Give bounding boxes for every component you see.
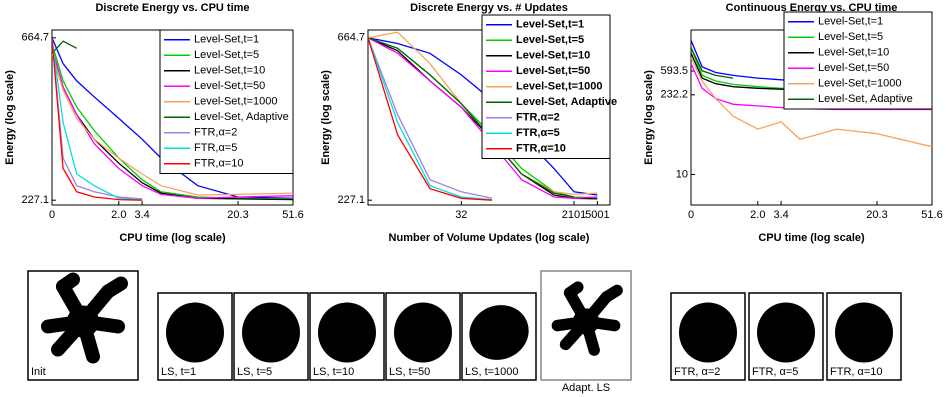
shape [166, 302, 224, 363]
shape [67, 305, 99, 338]
legend-box [783, 11, 933, 110]
x-tick-label: 51.6 [282, 209, 303, 221]
x-axis-label: CPU time (log scale) [119, 232, 226, 244]
x-tick-label: 32 [455, 209, 467, 221]
legend-label: Level-Set, Adaptive [516, 96, 617, 108]
legend-label: Level-Set, Adaptive [194, 111, 289, 123]
legend-label: Level-Set,t=1000 [516, 81, 603, 93]
x-tick-label: 20.3 [866, 209, 887, 221]
panel-label: LS, t=10 [313, 366, 354, 378]
chart-title: Discrete Energy vs. CPU time [95, 2, 249, 14]
y-axis-label: Energy (log scale) [643, 70, 655, 165]
shape [835, 302, 893, 363]
chart-title: Discrete Energy vs. # Updates [410, 2, 568, 14]
series-line [691, 47, 734, 79]
y-axis-label: Energy (log scale) [320, 70, 332, 165]
legend-label: Level-Set,t=1 [194, 34, 259, 46]
y-tick-label: 227.1 [337, 194, 365, 206]
panel-label: LS, t=1000 [465, 366, 519, 378]
series-line [52, 37, 293, 199]
legend-label: FTR,α=10 [194, 158, 243, 170]
series-line [52, 40, 78, 54]
panel-label: LS, t=1 [161, 366, 196, 378]
y-tick-label: 227.1 [21, 194, 49, 206]
series-line [52, 38, 143, 200]
series-line [52, 38, 143, 201]
series-line [52, 38, 143, 201]
x-axis-label: CPU time (log scale) [758, 232, 865, 244]
series-line [691, 57, 932, 148]
x-tick-label: 0 [688, 209, 694, 221]
y-tick-label: 593.5 [660, 65, 688, 77]
panel-label: LS, t=50 [389, 366, 430, 378]
legend-label: Level-Set,t=50 [194, 80, 265, 92]
x-axis-label: Number of Volume Updates (log scale) [389, 232, 590, 244]
legend-label: Level-Set,t=1 [516, 19, 584, 31]
legend-label: Level-Set,t=1 [818, 16, 883, 28]
shape [318, 302, 376, 363]
legend-label: Level-Set,t=5 [516, 34, 584, 46]
shape-panels: Init LS, t=1 LS, t=5 LS, t=10 LS, t=50 LS, t=… [27, 270, 902, 394]
x-tick-label: 3.4 [773, 209, 788, 221]
series-line [368, 37, 493, 199]
shape [394, 302, 452, 363]
x-tick-label: 2.0 [750, 209, 765, 221]
x-tick-label: 0 [49, 209, 55, 221]
series-line [368, 37, 575, 198]
legend-label: Level-Set,t=10 [194, 65, 265, 77]
legend-label: FTR,α=5 [194, 142, 237, 154]
series-line [368, 37, 493, 201]
x-tick-label: 51.6 [921, 209, 942, 221]
y-tick-label: 10 [676, 168, 688, 180]
y-tick-label: 664.7 [337, 32, 365, 44]
shape [679, 302, 737, 363]
shape [469, 305, 529, 360]
y-tick-label: 664.7 [21, 32, 49, 44]
legend-label: FTR,α=10 [516, 143, 566, 155]
legend-label: Level-Set,t=1000 [818, 78, 901, 90]
y-tick-label: 232.2 [660, 89, 688, 101]
x-tick-label: 20.3 [227, 209, 248, 221]
legend-label: Level-Set, Adaptive [818, 93, 913, 105]
y-axis-label: Energy (log scale) [4, 70, 16, 165]
shape [242, 302, 300, 363]
shape-arm [563, 281, 584, 299]
x-tick-label: 3.4 [134, 209, 149, 221]
shape-arm [101, 276, 128, 299]
shape [757, 302, 815, 363]
legend-label: Level-Set,t=10 [818, 47, 889, 59]
shape-arm [56, 272, 80, 294]
x-tick-label: 2101 [562, 209, 586, 221]
legend-label: Level-Set,t=5 [818, 31, 883, 43]
legend-label: Level-Set,t=50 [516, 65, 590, 77]
panel-label: FTR, α=5 [752, 366, 798, 378]
legend-label: Level-Set,t=1000 [194, 96, 277, 108]
shape-arm [600, 284, 623, 303]
panel-label: Init [31, 366, 46, 378]
chart-title: Continuous Energy vs. CPU time [726, 2, 898, 14]
legend-label: Level-Set,t=5 [194, 49, 259, 61]
panel-label: FTR, α=2 [674, 366, 720, 378]
panel-label: FTR, α=10 [830, 366, 883, 378]
x-tick-label: 5001 [585, 209, 609, 221]
legend-label: FTR,α=2 [516, 112, 560, 124]
shape [572, 308, 600, 335]
panel-label: Adapt. LS [562, 382, 610, 394]
legend-label: FTR,α=5 [516, 127, 560, 139]
x-tick-label: 2.0 [111, 209, 126, 221]
legend-label: Level-Set,t=50 [818, 62, 889, 74]
series-line [52, 48, 293, 199]
legend-label: FTR,α=2 [194, 127, 237, 139]
series-line [52, 53, 293, 196]
series-line [368, 37, 493, 201]
legend-label: Level-Set,t=10 [516, 50, 590, 62]
panel-label: LS, t=5 [237, 366, 272, 378]
